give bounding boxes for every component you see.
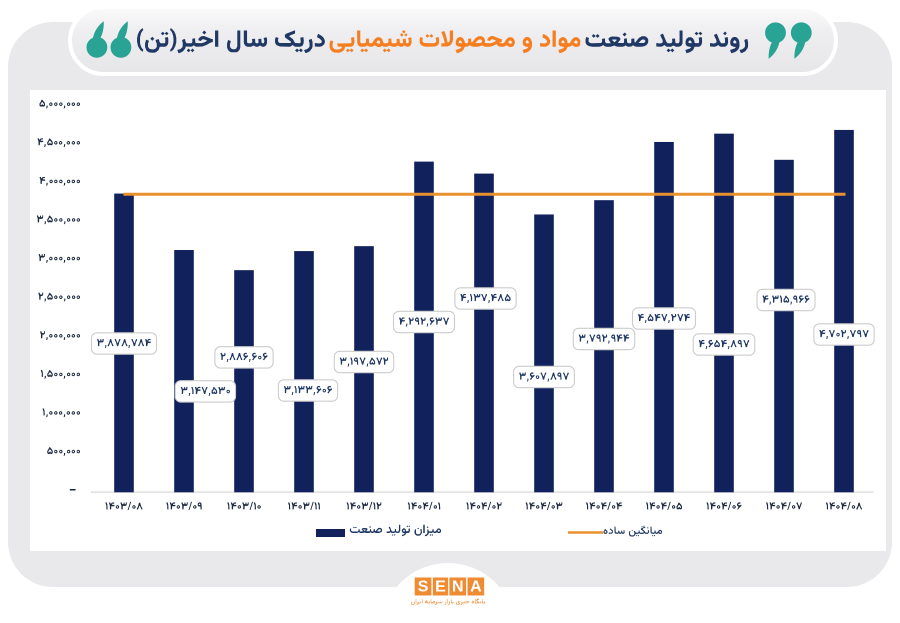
svg-text:E: E xyxy=(435,579,446,596)
svg-text:N: N xyxy=(452,579,464,596)
svg-text:A: A xyxy=(470,579,482,596)
svg-text:S: S xyxy=(418,579,429,596)
